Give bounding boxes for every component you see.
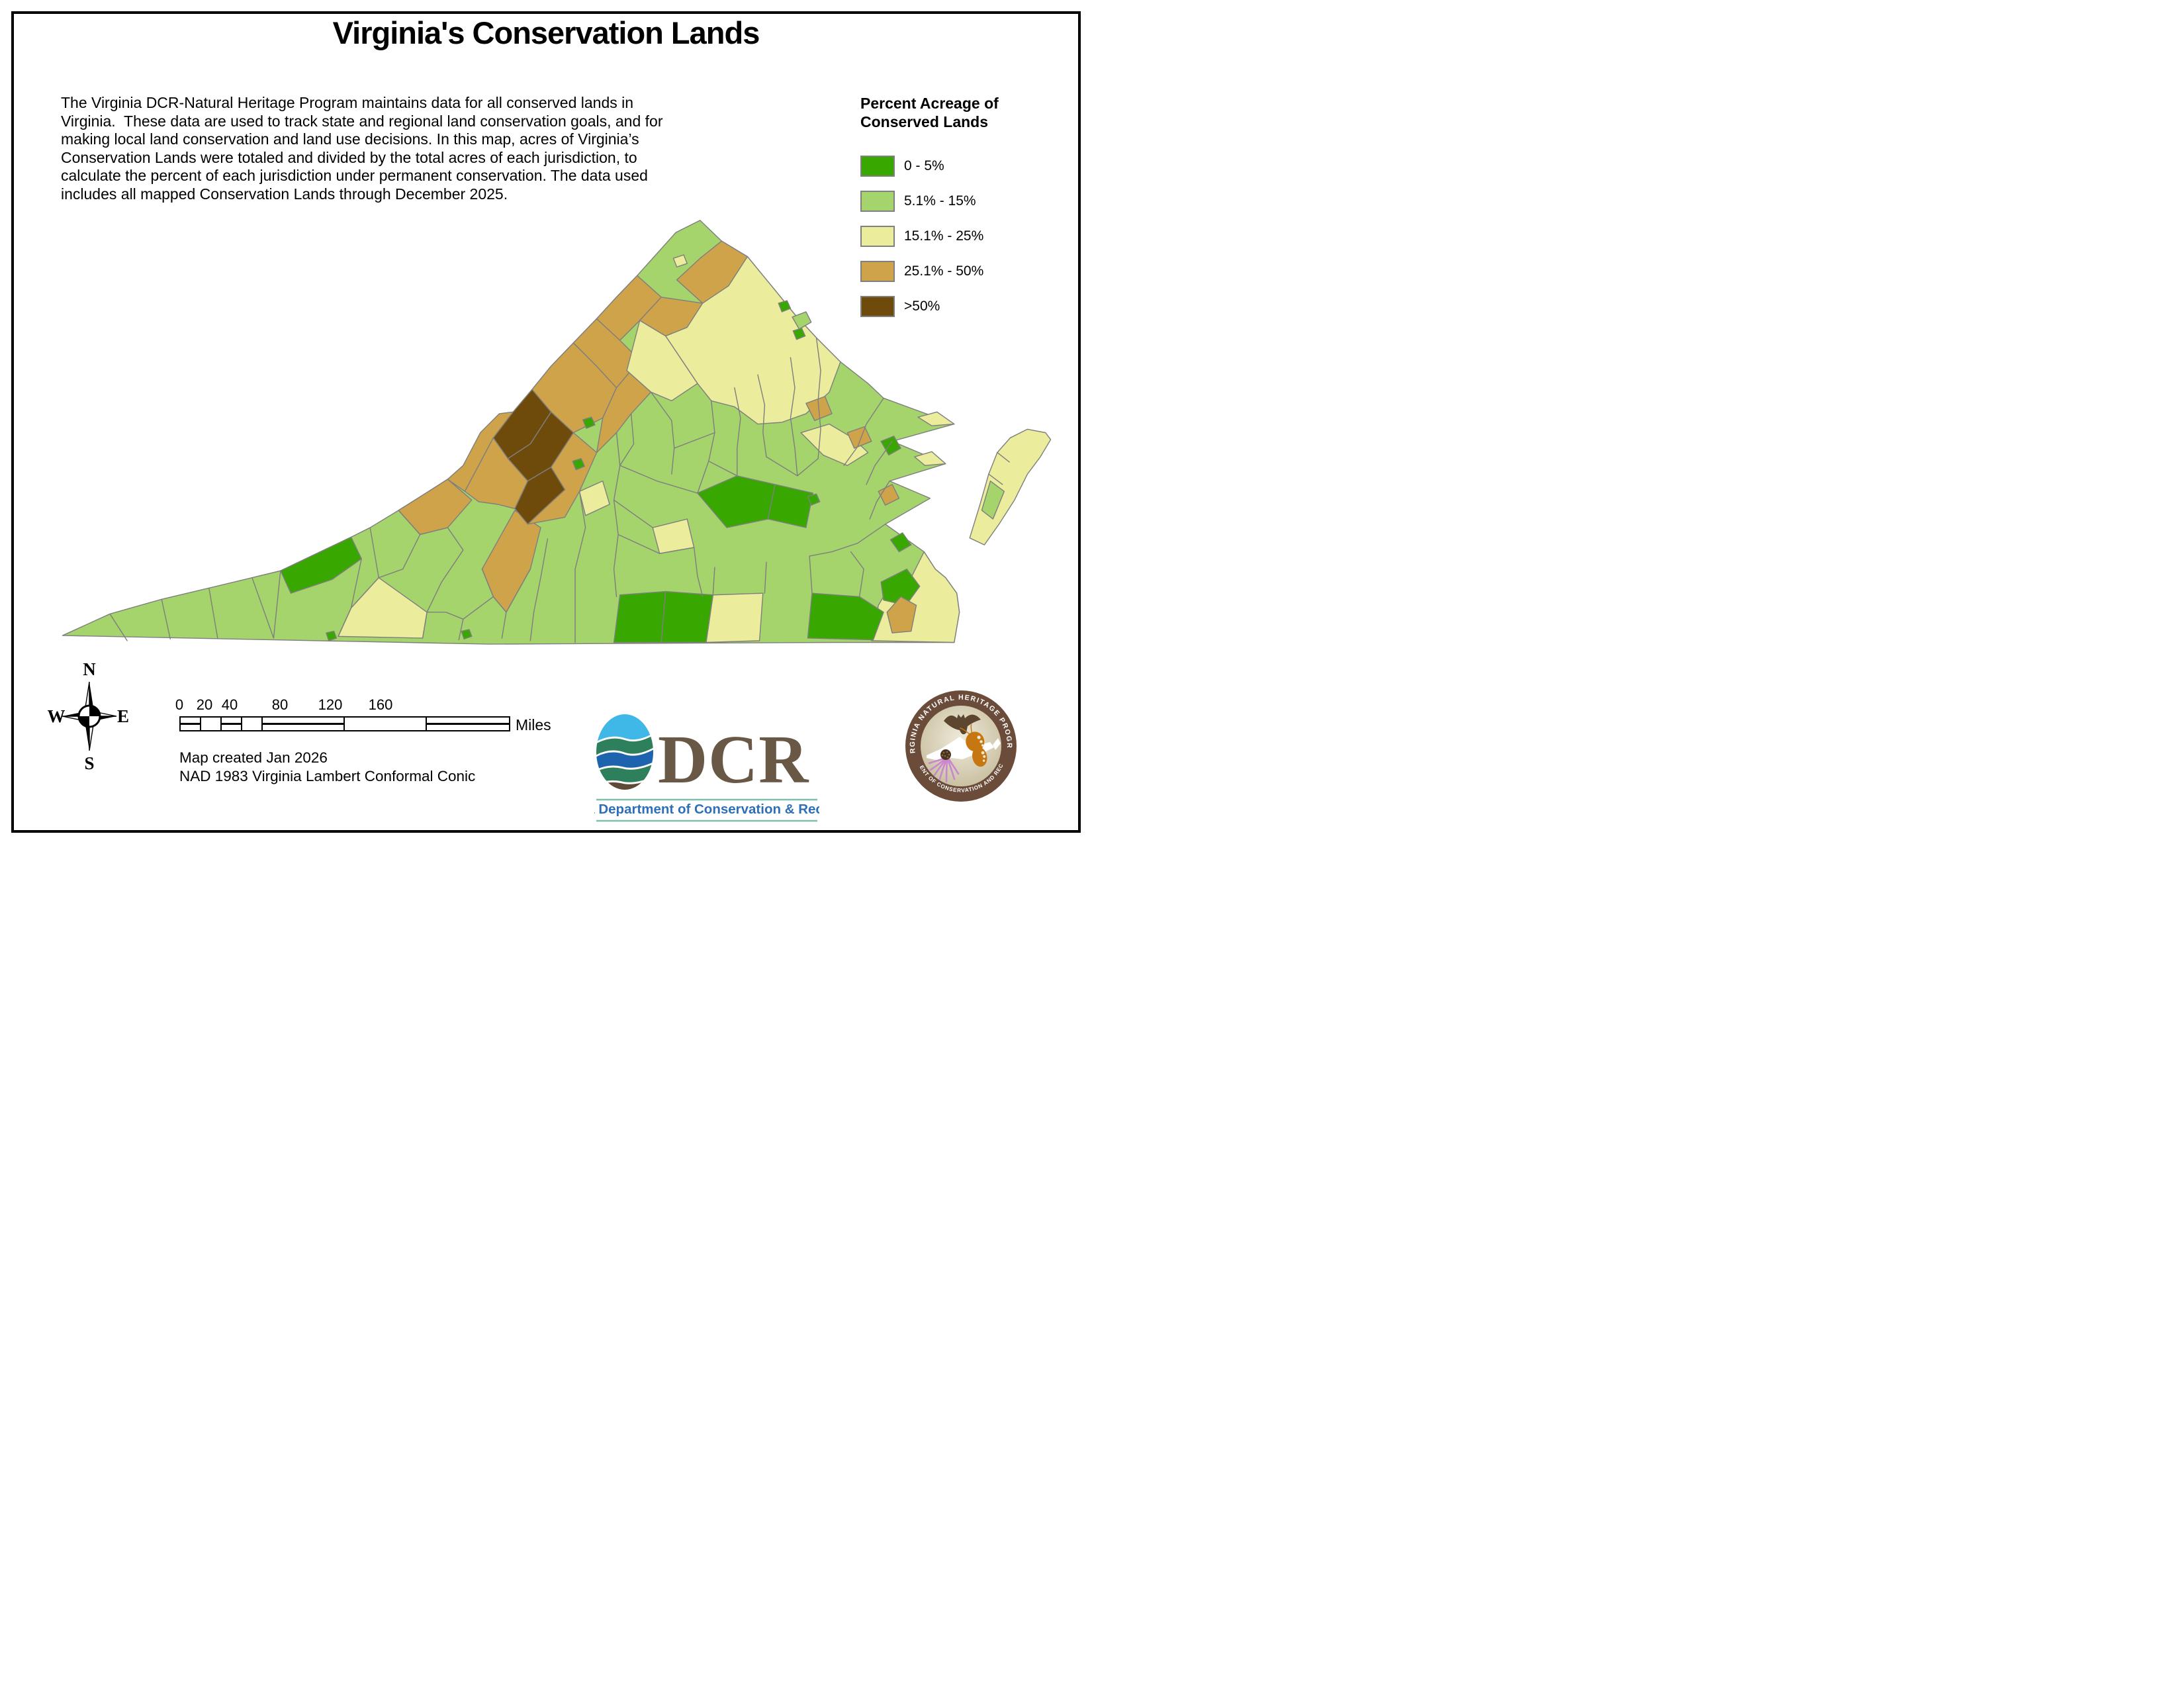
legend-swatch-0-5 [860,156,895,177]
counties-15-25 [338,254,960,643]
page: Virginia's Conservation Lands The Virgin… [0,0,1092,844]
legend-title: Percent Acreage of Conserved Lands [860,95,999,130]
county-borders [109,337,893,643]
scale-unit-label: Miles [516,716,551,733]
compass-w: W [48,706,66,726]
scale-tick: 20 [196,696,213,713]
dcr-logo: DCR Virginia Department of Conservation … [545,712,868,826]
counties-5-15-inliers [792,311,812,330]
compass-n: N [83,659,96,679]
eastern-shore-icon [993,738,1001,750]
page-border [11,11,1081,833]
natural-heritage-program-seal: VIRGINIA NATURAL HERITAGE PROGRAM DEPART… [903,688,1019,804]
eastern-shore [969,428,1052,545]
dcr-oval-icon [596,714,653,790]
legend-swatch-over-50 [860,296,895,317]
bat-icon [944,714,981,735]
intro-paragraph: The Virginia DCR-Natural Heritage Progra… [61,94,667,203]
scale-tick: 80 [271,696,289,713]
scale-tick: 120 [318,696,343,713]
scale-tick: 0 [175,696,184,713]
legend-label: 0 - 5% [904,158,944,173]
scale-bar: 0 20 40 80 120 160 Miles [175,696,551,736]
coneflower-center-icon [940,749,951,760]
legend-swatch-25-50 [860,261,895,282]
legend-label: 15.1% - 25% [904,228,984,244]
legend-label: >50% [904,299,940,314]
dcr-acronym: DCR [658,722,809,798]
projection-note: NAD 1983 Virginia Lambert Conformal Coni… [179,768,476,784]
dcr-caption: Virginia Department of Conservation & Re… [594,802,819,817]
counties-over-50 [492,389,574,525]
compass-e: E [117,706,129,726]
compass-star-icon [62,681,117,751]
scale-tick: 40 [221,696,238,713]
compass-s: S [84,753,94,772]
compass-rose: N S W E [46,659,132,773]
counties-25-50 [398,240,749,613]
virginia-choropleth-map [58,207,1058,647]
map-created-note: Map created Jan 2026 [179,749,328,766]
legend-label: 25.1% - 50% [904,263,984,279]
legend-swatch-15-25 [860,226,895,247]
scale-bar-body [179,716,510,731]
scale-tick: 160 [368,696,393,713]
legend-swatch-5-15 [860,191,895,212]
page-title: Virginia's Conservation Lands [332,15,760,50]
counties-0-5 [280,300,921,643]
butterfly-icon [960,724,987,767]
legend-label: 5.1% - 15% [904,193,976,209]
